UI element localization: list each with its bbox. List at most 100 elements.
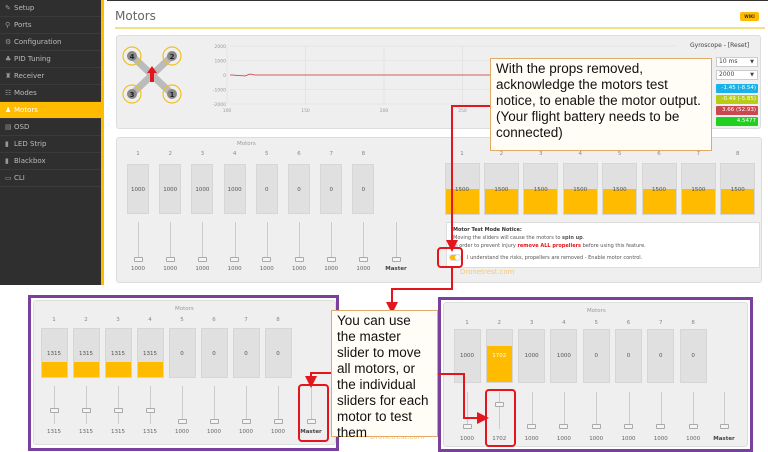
motor-slider-track[interactable] — [246, 386, 247, 424]
motor-slider-track[interactable] — [299, 222, 300, 262]
sidebar-item-label: PID Tuning — [14, 55, 51, 63]
motor-slider-track[interactable] — [499, 392, 501, 429]
motor-slider-handle[interactable] — [81, 408, 91, 414]
motor-slider-track[interactable] — [693, 392, 695, 429]
motor-slider-track[interactable] — [363, 222, 365, 262]
motor-slider-track[interactable] — [660, 392, 662, 429]
sidebar-item-led-strip[interactable]: ▮ LED Strip — [0, 136, 101, 153]
motor-slider-value: 1000 — [163, 266, 178, 272]
chevron-down-icon: ▼ — [750, 59, 754, 65]
sidebar-item-ports[interactable]: ⚲ Ports — [0, 17, 101, 34]
motor-slider-handle[interactable] — [145, 408, 155, 414]
motor-slider-track[interactable] — [138, 222, 139, 262]
motor-slider-handle[interactable] — [197, 256, 207, 262]
master-slider-handle[interactable] — [719, 423, 729, 429]
motor-slider-handle[interactable] — [494, 401, 504, 407]
scale-select[interactable]: 2000 ▼ — [716, 70, 758, 80]
motor-output-value: 0 — [361, 186, 366, 193]
motor-slider-handle[interactable] — [49, 408, 59, 414]
motor-slider-handle[interactable] — [262, 256, 272, 262]
motor-slider-value: 1000 — [227, 266, 242, 272]
osd-icon: ▤ — [5, 123, 12, 131]
sidebar: ✎ Setup ⚲ Ports ⚙ Configuration ♣ PID Tuning ♜ Re… — [0, 0, 104, 285]
motor-output-bar: 0 — [232, 328, 260, 378]
motor-slider-track[interactable] — [202, 222, 204, 262]
motor-slider-track[interactable] — [531, 392, 533, 429]
title-divider — [115, 27, 765, 29]
notice-text: . — [582, 235, 585, 241]
svg-text:2: 2 — [170, 53, 175, 61]
motor-slider-track[interactable] — [278, 386, 279, 424]
master-slider-handle[interactable] — [306, 418, 316, 424]
motor-output-value: 1315 — [47, 350, 61, 357]
master-slider-track[interactable] — [724, 392, 725, 429]
sidebar-item-configuration[interactable]: ⚙ Configuration — [0, 34, 101, 51]
motor-slider-track[interactable] — [86, 386, 87, 424]
motor-slider-handle[interactable] — [273, 418, 283, 424]
motor-output-value: 1000 — [195, 186, 210, 193]
motor-slider-handle[interactable] — [358, 256, 368, 262]
motor-slider-track[interactable] — [628, 392, 630, 429]
sidebar-item-blackbox[interactable]: ▮ Blackbox — [0, 153, 101, 170]
master-slider-track[interactable] — [396, 222, 397, 262]
sidebar-item-label: LED Strip — [14, 140, 47, 148]
sidebar-item-receiver[interactable]: ♜ Receiver — [0, 68, 101, 85]
motor-output-bar: 1702 — [485, 329, 513, 383]
motor-slider-value: 1000 — [195, 266, 210, 272]
motor-test-notice: Motor Test Mode Notice: Moving the slide… — [446, 222, 760, 268]
motor-slider-track[interactable] — [170, 222, 172, 262]
motor-output-value: 0 — [212, 350, 216, 357]
motor-slider-handle[interactable] — [462, 423, 472, 429]
motor-slider-track[interactable] — [118, 386, 119, 424]
sidebar-item-modes[interactable]: ☷ Modes — [0, 85, 101, 102]
motor-slider-handle[interactable] — [209, 418, 219, 424]
motor-slider-track[interactable] — [182, 386, 183, 424]
motor-slider-track[interactable] — [234, 222, 236, 262]
motor-slider-handle[interactable] — [165, 256, 175, 262]
motor-output-fill — [642, 189, 676, 214]
motor-output-value: 1500 — [455, 186, 469, 193]
motor-slider-handle[interactable] — [559, 423, 569, 429]
enable-motor-toggle[interactable] — [449, 254, 461, 261]
motor-slider-handle[interactable] — [688, 423, 698, 429]
blackbox-icon: ▮ — [5, 157, 9, 165]
motor-slider-handle[interactable] — [177, 418, 187, 424]
motor-slider-handle[interactable] — [624, 423, 633, 429]
motor-slider-value: 1000 — [131, 266, 145, 272]
motor-output-bar: 1500 — [444, 163, 480, 215]
motor-output-fill — [41, 361, 67, 377]
motor-slider-track[interactable] — [150, 386, 151, 424]
sidebar-item-setup[interactable]: ✎ Setup — [0, 0, 101, 17]
interval-select[interactable]: 10 ms ▼ — [716, 57, 758, 67]
motor-slider-track[interactable] — [596, 392, 598, 429]
motor-slider-track[interactable] — [563, 392, 565, 429]
sidebar-item-osd[interactable]: ▤ OSD — [0, 119, 101, 136]
gyro-title[interactable]: Gyroscope - [Reset] — [690, 42, 750, 49]
motor-output-fill — [73, 361, 99, 377]
sidebar-item-motors[interactable]: ♟ Motors — [0, 102, 101, 119]
wiki-button[interactable]: WIKI — [740, 12, 759, 21]
motor-output-value: 1500 — [691, 186, 706, 193]
motor-slider-handle[interactable] — [294, 256, 304, 262]
motor-slider-track[interactable] — [331, 222, 333, 262]
motor-slider-track[interactable] — [54, 386, 55, 424]
motor-slider-handle[interactable] — [591, 423, 601, 429]
motor-output-fill — [603, 189, 637, 214]
motor-slider-handle[interactable] — [241, 418, 251, 424]
motor-slider-handle[interactable] — [133, 256, 143, 262]
motor-slider-track[interactable] — [266, 222, 268, 262]
motor-output-bar: 1000 — [550, 329, 578, 383]
sidebar-item-cli[interactable]: ▭ CLI — [0, 170, 101, 187]
motor-slider-handle[interactable] — [230, 256, 240, 262]
master-slider-handle[interactable] — [391, 256, 401, 262]
motor-slider-handle[interactable] — [527, 423, 537, 429]
master-slider-track[interactable] — [311, 386, 312, 424]
motor-slider-handle[interactable] — [326, 256, 336, 262]
y-tick-label: 2000 — [215, 44, 227, 50]
motor-slider-track[interactable] — [214, 386, 215, 424]
motor-slider-handle[interactable] — [113, 408, 123, 414]
motor-output-value: 0 — [659, 353, 663, 360]
motor-slider-handle[interactable] — [656, 423, 666, 429]
motor-output-value: 0 — [244, 350, 248, 357]
sidebar-item-pid-tuning[interactable]: ♣ PID Tuning — [0, 51, 101, 68]
